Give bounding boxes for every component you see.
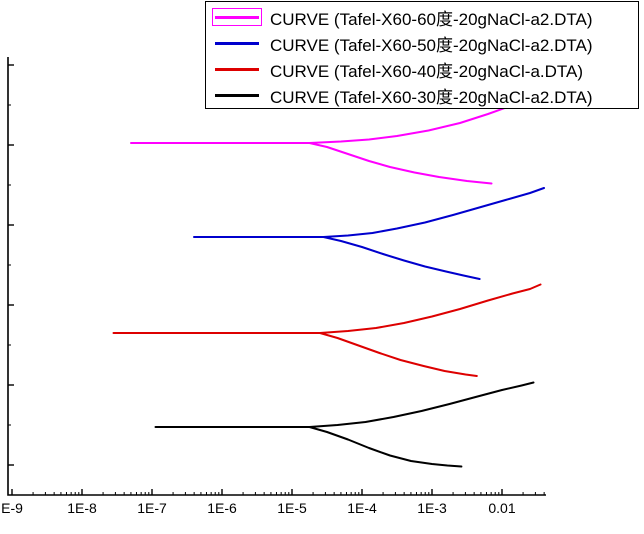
legend-line-sample — [215, 41, 259, 45]
x-tick-label: E-9 — [1, 500, 23, 516]
curve-3-cathodic-branch[interactable] — [308, 426, 463, 468]
x-tick-label: 1E-7 — [137, 500, 167, 516]
legend-item-3[interactable]: CURVE (Tafel-X60-30度-20gNaCl-a2.DTA) — [212, 82, 638, 108]
legend-swatch — [212, 34, 262, 52]
curve-2-cathodic-branch[interactable] — [319, 332, 478, 377]
curve-2-anodic-branch[interactable] — [112, 283, 542, 334]
legend-swatch — [212, 86, 262, 104]
curve-1-anodic-branch[interactable] — [193, 187, 545, 238]
x-tick-label: 1E-5 — [277, 500, 307, 516]
legend-item-0[interactable]: CURVE (Tafel-X60-60度-20gNaCl-a2.DTA) — [212, 4, 638, 30]
legend-line-sample — [215, 67, 259, 71]
axes — [7, 57, 546, 496]
legend-line-sample — [215, 15, 259, 19]
legend-box[interactable]: CURVE (Tafel-X60-60度-20gNaCl-a2.DTA) CURV… — [205, 1, 639, 109]
legend-item-2[interactable]: CURVE (Tafel-X60-40度-20gNaCl-a.DTA) — [212, 56, 638, 82]
legend-label: CURVE (Tafel-X60-50度-20gNaCl-a2.DTA) — [270, 35, 593, 55]
legend-label: CURVE (Tafel-X60-40度-20gNaCl-a.DTA) — [270, 61, 584, 81]
legend-line-sample — [215, 93, 259, 97]
x-tick-label: 0.01 — [488, 500, 516, 516]
x-tick-label: 1E-8 — [67, 500, 97, 516]
curve-1-cathodic-branch[interactable] — [322, 236, 481, 280]
x-tick-label: 1E-3 — [417, 500, 447, 516]
legend-label: CURVE (Tafel-X60-60度-20gNaCl-a2.DTA) — [270, 9, 593, 29]
curve-0-cathodic-branch[interactable] — [308, 142, 493, 185]
legend-swatch — [212, 60, 262, 78]
legend-item-1[interactable]: CURVE (Tafel-X60-50度-20gNaCl-a2.DTA) — [212, 30, 638, 56]
x-tick-label: 1E-4 — [347, 500, 377, 516]
x-tick-label: 1E-6 — [207, 500, 237, 516]
legend-label: CURVE (Tafel-X60-30度-20gNaCl-a2.DTA) — [270, 87, 593, 107]
curve-3-anodic-branch[interactable] — [154, 381, 535, 428]
legend-swatch — [212, 8, 262, 26]
